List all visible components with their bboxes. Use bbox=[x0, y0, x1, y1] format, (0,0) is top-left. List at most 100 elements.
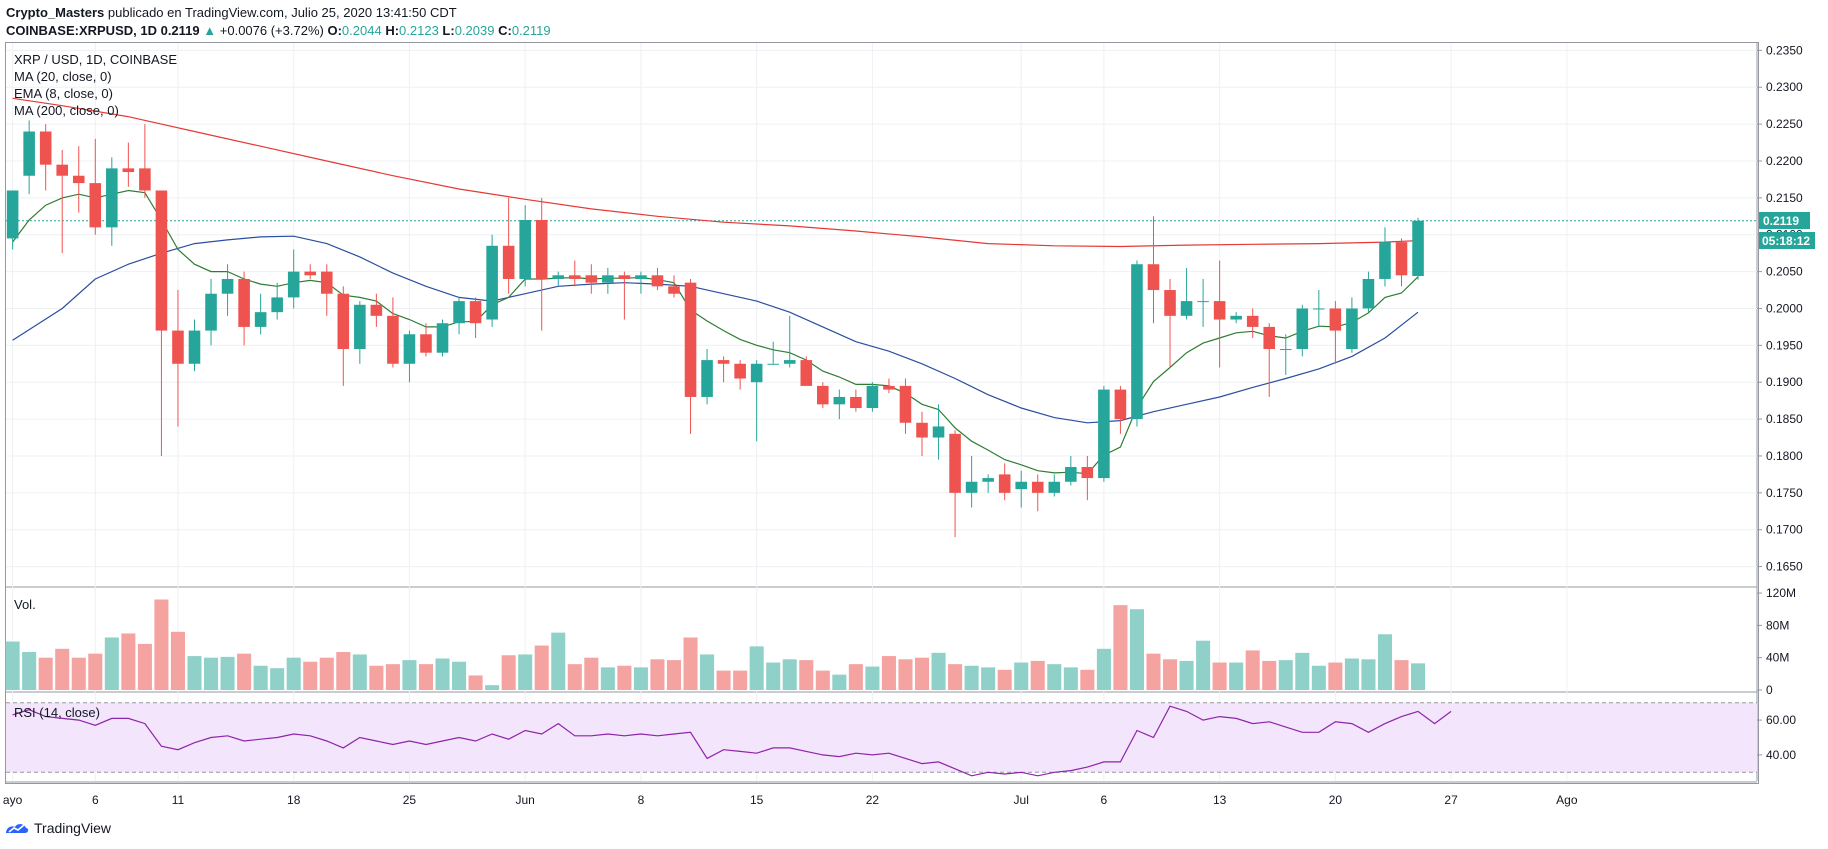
candle bbox=[552, 271, 565, 287]
time-tick-label: 27 bbox=[1444, 793, 1458, 807]
candle bbox=[1213, 260, 1226, 368]
volume-bar bbox=[1196, 640, 1211, 690]
volume-bar bbox=[1278, 660, 1293, 690]
legend-ma200[interactable]: MA (200, close, 0) bbox=[14, 103, 119, 118]
candle bbox=[783, 315, 796, 368]
candlestick-series bbox=[6, 120, 1424, 538]
candle bbox=[72, 146, 85, 213]
candle-body bbox=[1114, 389, 1127, 420]
volume-bar bbox=[319, 657, 334, 690]
candle bbox=[866, 382, 879, 412]
candle bbox=[949, 430, 961, 538]
candle bbox=[1147, 216, 1160, 324]
candle bbox=[1395, 238, 1408, 287]
price-tick-label: 0.2050 bbox=[1766, 265, 1803, 279]
candle bbox=[668, 275, 680, 298]
candle-body bbox=[585, 275, 598, 283]
time-tick-label: 20 bbox=[1329, 793, 1343, 807]
volume-bar bbox=[766, 662, 781, 690]
candle bbox=[139, 124, 151, 198]
volume-bar bbox=[848, 664, 863, 690]
last-price-tag bbox=[1759, 212, 1810, 229]
candle-body bbox=[535, 219, 548, 279]
author-name[interactable]: Crypto_Masters bbox=[6, 5, 105, 20]
rsi-pane bbox=[6, 702, 1757, 777]
candle-body bbox=[139, 168, 151, 191]
candle bbox=[734, 360, 746, 390]
candle bbox=[1031, 474, 1044, 512]
legend-ema8[interactable]: EMA (8, close, 0) bbox=[14, 86, 113, 101]
candle-body bbox=[965, 481, 978, 493]
publication-line: Crypto_Masters publicado en TradingView.… bbox=[6, 4, 551, 22]
volume-bar bbox=[187, 656, 202, 690]
candle-body bbox=[932, 426, 945, 438]
candle-body bbox=[734, 363, 746, 379]
candle bbox=[1263, 323, 1276, 397]
price-tick-label: 0.1850 bbox=[1766, 412, 1803, 426]
volume-bar bbox=[948, 664, 963, 690]
candle-body bbox=[1197, 301, 1209, 303]
legend-pair: XRP / USD, 1D, COINBASE bbox=[14, 52, 177, 67]
candle-body bbox=[833, 396, 846, 405]
candle-body bbox=[1296, 308, 1309, 350]
volume-tick-label: 0 bbox=[1766, 683, 1773, 697]
candle-body bbox=[254, 312, 267, 327]
time-tick-label: 22 bbox=[866, 793, 880, 807]
volume-tick-label: 80M bbox=[1766, 618, 1789, 632]
volume-bar bbox=[5, 641, 20, 690]
volume-bar bbox=[1047, 664, 1062, 690]
volume-bar bbox=[782, 659, 797, 690]
candle bbox=[1081, 455, 1094, 501]
volume-bar bbox=[683, 637, 698, 690]
volume-bar bbox=[666, 660, 682, 690]
candle bbox=[817, 382, 829, 409]
candle-body bbox=[221, 278, 234, 294]
candle-body bbox=[817, 385, 829, 405]
volume-bar bbox=[1113, 605, 1128, 690]
price-tick-label: 0.2150 bbox=[1766, 191, 1803, 205]
high-value: 0.2123 bbox=[399, 23, 439, 38]
candle bbox=[1114, 385, 1127, 434]
close-label: C: bbox=[498, 23, 512, 38]
volume-bar bbox=[220, 656, 235, 690]
volume-bar bbox=[385, 664, 400, 690]
candle bbox=[1279, 334, 1292, 375]
time-axis: ayo 6 11 18 25 Jun 8 15 22 Jul 6 13 20 27 Ago bbox=[3, 781, 1757, 807]
candle-body bbox=[205, 293, 217, 331]
volume-bar bbox=[204, 657, 219, 690]
volume-bar bbox=[518, 654, 533, 690]
volume-bar bbox=[38, 657, 53, 690]
volume-bar bbox=[88, 653, 103, 690]
candle bbox=[1313, 290, 1325, 327]
price-tick-label: 0.2000 bbox=[1766, 301, 1803, 315]
volume-bar bbox=[1245, 650, 1260, 690]
grid-lines bbox=[6, 43, 1758, 781]
candle bbox=[767, 341, 779, 365]
volume-bar bbox=[1030, 660, 1045, 690]
ema8-overlay bbox=[12, 189, 1419, 475]
candle-body bbox=[916, 422, 928, 438]
volume-tick-label: 120M bbox=[1766, 586, 1796, 600]
candle-body bbox=[106, 168, 118, 228]
price-tick-label: 0.1800 bbox=[1766, 449, 1803, 463]
volume-bar bbox=[749, 646, 764, 690]
volume-bar bbox=[452, 661, 467, 690]
candle bbox=[535, 197, 548, 331]
volume-bar bbox=[154, 599, 169, 690]
symbol-label: COINBASE:XRPUSD, 1D bbox=[6, 23, 157, 38]
candle bbox=[23, 120, 35, 195]
candle bbox=[1379, 227, 1391, 287]
countdown-tag-text: 05:18:12 bbox=[1762, 234, 1810, 248]
volume-bar bbox=[1361, 659, 1376, 690]
publication-info: publicado en TradingView.com, Julio 25, … bbox=[104, 5, 457, 20]
candle-body bbox=[39, 131, 52, 165]
ma200-overlay bbox=[12, 97, 1419, 248]
candle-body bbox=[668, 286, 680, 294]
candle bbox=[585, 264, 598, 294]
candle bbox=[618, 271, 631, 320]
volume-tick-label: 40M bbox=[1766, 651, 1789, 665]
volume-bar bbox=[55, 648, 70, 690]
legend-ma20[interactable]: MA (20, close, 0) bbox=[14, 69, 112, 84]
footer-brand[interactable]: TradingView bbox=[4, 820, 111, 836]
